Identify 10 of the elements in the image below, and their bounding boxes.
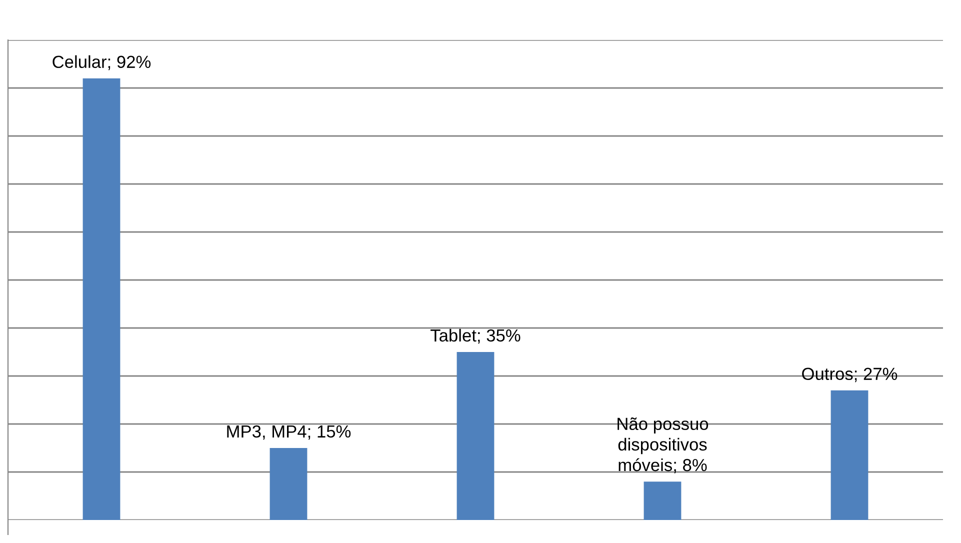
data-label: Tablet; 35%	[430, 328, 520, 344]
bar	[456, 352, 494, 520]
bar	[644, 482, 682, 520]
data-label: Celular; 92%	[52, 55, 151, 70]
data-label: MP3, MP4; 15%	[227, 425, 351, 440]
data-label: Outros; 27%	[802, 368, 898, 382]
bar	[270, 448, 308, 520]
data-label: Não possuo dispositivos móveis; 8%	[618, 417, 708, 474]
bar	[82, 78, 120, 520]
bar	[830, 390, 868, 520]
